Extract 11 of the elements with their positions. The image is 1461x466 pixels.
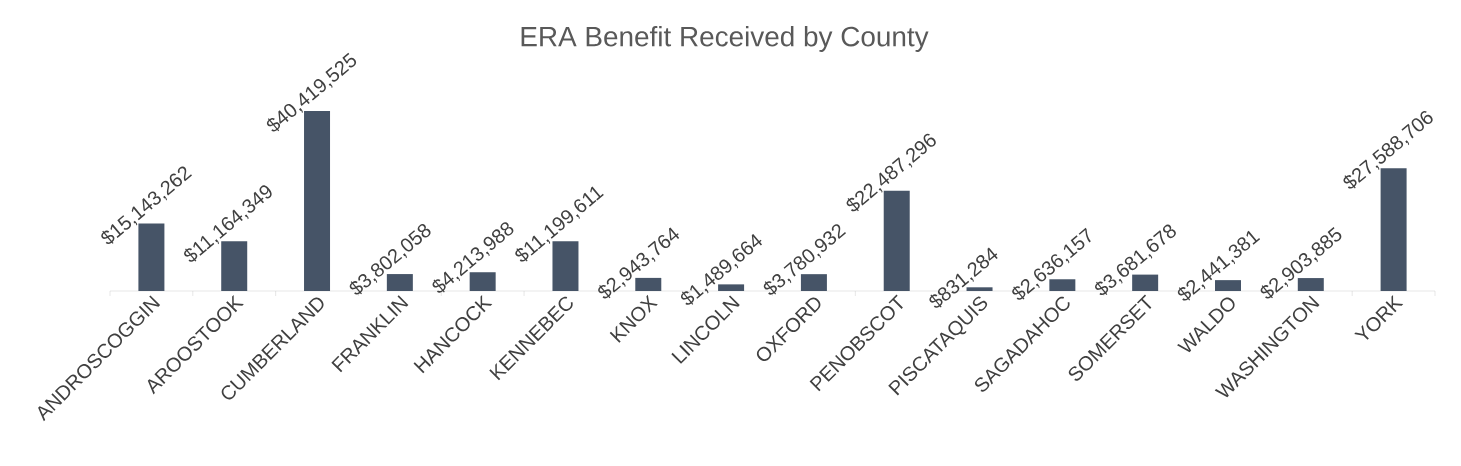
chart-title: ERA Benefit Received by County <box>521 26 929 52</box>
bar <box>1297 278 1324 291</box>
bar <box>1214 280 1241 291</box>
bar <box>1049 279 1076 291</box>
bar <box>635 277 662 291</box>
bar <box>800 274 827 291</box>
bar <box>469 272 496 291</box>
bar <box>966 287 993 291</box>
bar <box>718 284 745 291</box>
bar <box>386 274 413 291</box>
bar <box>1132 274 1159 291</box>
